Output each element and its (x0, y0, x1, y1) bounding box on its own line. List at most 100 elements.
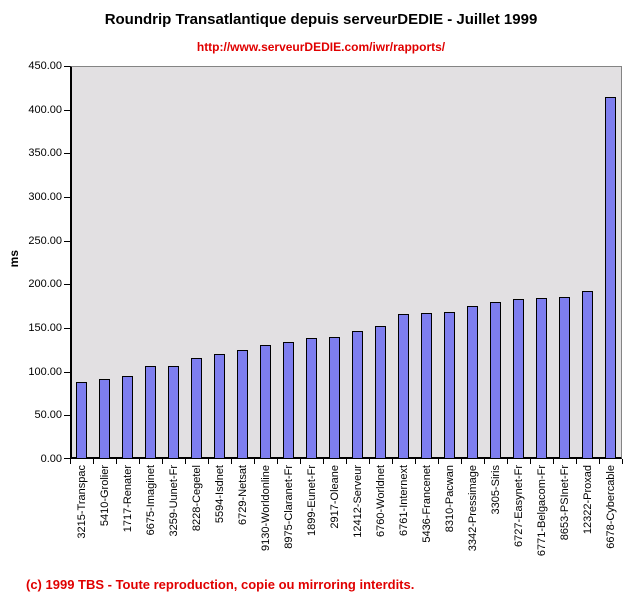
x-axis-category-label: 6675-Imaginet (139, 465, 162, 535)
chart-bar (421, 313, 432, 459)
x-axis-category-label-text: 5594-Isdnet (213, 465, 226, 524)
y-axis-tick-mark (64, 197, 70, 198)
chart-bar (99, 378, 110, 459)
x-axis-category-label: 8228-Cegetel (185, 465, 208, 531)
x-axis-tick-mark (277, 459, 278, 464)
chart-bar (214, 354, 225, 459)
x-axis-tick-mark (415, 459, 416, 464)
x-axis-tick-mark (300, 459, 301, 464)
x-axis-category-label: 3259-Uunet-Fr (162, 465, 185, 537)
chart-bar (76, 382, 87, 459)
plot-area (70, 66, 622, 459)
y-axis-tick-label: 300.00 (28, 191, 62, 203)
x-axis-category-label: 12322-Proxad (576, 465, 599, 534)
y-axis-title: ms (7, 250, 21, 268)
x-axis-category-label-text: 12322-Proxad (581, 465, 594, 535)
x-axis-category-label: 8653-PSInet-Fr (553, 465, 576, 540)
x-axis-category-label-text: 6760-Worldnet (374, 465, 387, 537)
x-axis-category-label-text: 8310-Pacwan (443, 465, 456, 533)
x-axis-category-label: 1899-Eunet-Fr (300, 465, 323, 536)
x-axis-category-label-text: 3342-Pressimage (466, 465, 479, 552)
chart-bar (467, 306, 478, 459)
y-axis-tick-label: 0.00 (40, 453, 62, 465)
x-axis-category-label: 1717-Renater (116, 465, 139, 532)
chart-bar (605, 96, 616, 459)
x-axis-tick-mark (484, 459, 485, 464)
chart-title: Roundrip Transatlantique depuis serveurD… (104, 11, 538, 28)
x-axis-category-label: 2917-Oleane (323, 465, 346, 529)
x-axis-category-label: 3305-Siris (484, 465, 507, 515)
chart-bar (398, 314, 409, 459)
x-axis-tick-mark (461, 459, 462, 464)
y-axis-tick-mark (64, 458, 70, 459)
y-axis-tick-label: 400.00 (28, 103, 62, 116)
x-axis-category-label: 3342-Pressimage (461, 465, 484, 551)
chart-subtitle-url: http://www.serveurDEDIE.com/iwr/rapports… (196, 40, 446, 54)
x-axis-category-label-text: 2917-Oleane (328, 465, 341, 529)
x-axis-category-label-text: 6729-Netsat (236, 465, 249, 525)
x-axis-category-label-text: 1717-Renater (121, 465, 134, 533)
x-axis-tick-mark (231, 459, 232, 464)
x-axis-tick-mark (70, 459, 71, 464)
chart-bar (329, 336, 340, 459)
y-axis-tick-mark (64, 328, 70, 329)
x-axis-category-label-text: 5410-Grolier (98, 465, 111, 527)
x-axis-tick-mark (185, 459, 186, 464)
y-axis-tick-mark (64, 66, 70, 67)
x-axis-category-label-text: 6675-Imaginet (144, 465, 157, 536)
y-axis-tick-mark (64, 153, 70, 155)
x-axis-tick-mark (254, 459, 255, 464)
chart-bar (260, 344, 271, 459)
x-axis-tick-mark (507, 459, 508, 464)
x-axis-tick-mark (323, 459, 324, 464)
x-axis-tick-mark (162, 459, 163, 464)
x-axis-category-label-text: 6771-Belgacom-Fr (535, 465, 548, 557)
copyright-notice: (c) 1999 TBS - Toute reproduction, copie… (26, 577, 415, 592)
x-axis-category-label-text: 9130-Worldonline (259, 465, 272, 552)
x-axis-tick-mark (392, 459, 393, 464)
y-axis-tick-mark (64, 240, 70, 242)
x-axis-category-label: 6727-Easynet-Fr (507, 465, 530, 547)
x-axis-tick-mark (438, 459, 439, 464)
x-axis-category-label-text: 5436-Francenet (420, 465, 433, 543)
y-axis-tick-label: 250.00 (28, 234, 62, 247)
x-axis-tick-mark (553, 459, 554, 464)
x-axis-category-label: 12412-Serveur (346, 465, 369, 538)
x-axis-tick-mark (622, 459, 623, 464)
chart-bar (444, 312, 455, 459)
x-axis-category-label-text: 8975-Claranet-Fr (282, 465, 295, 549)
x-axis-tick-mark (346, 459, 347, 464)
x-axis-category-label: 6729-Netsat (231, 465, 254, 525)
y-axis-tick-label: 450.00 (28, 60, 62, 72)
x-axis-tick-mark (599, 459, 600, 464)
x-axis-category-label-text: 6678-Cybercable (604, 465, 617, 549)
x-axis-category-label-text: 3305-Siris (489, 465, 502, 515)
chart-bar (283, 341, 294, 459)
x-axis-tick-mark (530, 459, 531, 464)
x-axis-category-label: 6678-Cybercable (599, 465, 622, 549)
chart-bar (582, 291, 593, 459)
x-axis-category-label-text: 6727-Easynet-Fr (512, 465, 525, 547)
x-axis-category-label-text: 6761-Internext (397, 465, 410, 536)
x-axis-category-label: 5594-Isdnet (208, 465, 231, 523)
x-axis-category-label: 8310-Pacwan (438, 465, 461, 532)
x-axis-category-label: 6761-Internext (392, 465, 415, 536)
x-axis-category-label-text: 1899-Eunet-Fr (305, 465, 318, 536)
y-axis-tick-label: 100.00 (28, 365, 62, 378)
chart-bar (513, 299, 524, 459)
x-axis-category-label: 6760-Worldnet (369, 465, 392, 537)
x-axis-tick-mark (139, 459, 140, 464)
y-axis-tick-label: 50.00 (34, 409, 62, 422)
x-axis-category-label: 6771-Belgacom-Fr (530, 465, 553, 556)
x-axis-category-label: 5436-Francenet (415, 465, 438, 543)
x-axis-tick-mark (576, 459, 577, 464)
chart-bar (237, 349, 248, 459)
chart-bar (122, 376, 133, 459)
chart-bar (490, 301, 501, 459)
x-axis-category-label-text: 8653-PSInet-Fr (558, 465, 571, 541)
chart-bar (375, 326, 386, 459)
y-axis-tick-mark (64, 284, 70, 286)
chart-bar (145, 366, 156, 459)
y-axis-tick-mark (64, 415, 70, 417)
